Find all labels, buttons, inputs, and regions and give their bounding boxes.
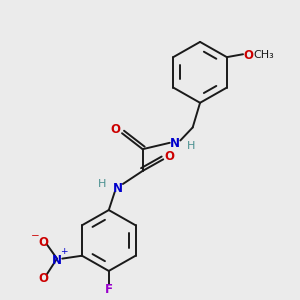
Text: −: − <box>31 231 40 241</box>
Text: N: N <box>170 137 180 150</box>
Text: O: O <box>243 49 253 62</box>
Text: O: O <box>39 236 49 249</box>
Text: H: H <box>187 141 195 152</box>
Text: O: O <box>39 272 49 286</box>
Text: CH₃: CH₃ <box>253 50 274 60</box>
Text: O: O <box>110 123 121 136</box>
Text: N: N <box>52 254 62 267</box>
Text: +: + <box>60 247 67 256</box>
Text: H: H <box>98 178 106 188</box>
Text: N: N <box>112 182 123 195</box>
Text: F: F <box>105 283 113 296</box>
Text: O: O <box>165 150 175 163</box>
